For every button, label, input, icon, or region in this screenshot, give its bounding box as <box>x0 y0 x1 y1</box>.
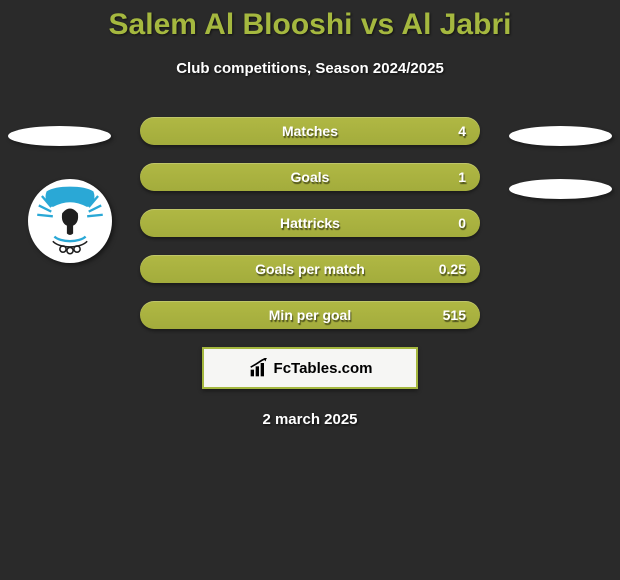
stat-value: 4 <box>458 123 466 139</box>
chart-icon <box>248 358 270 378</box>
player-oval-2 <box>509 179 612 199</box>
player-oval-1 <box>509 126 612 146</box>
brand-label: FcTables.com <box>274 360 373 377</box>
stats-table: Matches 4 Goals 1 Hattricks 0 Goals per match 0… <box>140 117 480 329</box>
stat-label: Hattricks <box>280 215 340 231</box>
club-badge-icon <box>31 182 109 260</box>
club-badge <box>28 179 112 263</box>
player-oval-0 <box>8 126 111 146</box>
stat-row: Goals per match 0.25 <box>140 255 480 283</box>
brand-box[interactable]: FcTables.com <box>202 347 418 389</box>
season-subtitle: Club competitions, Season 2024/2025 <box>0 60 620 77</box>
stat-label: Goals per match <box>255 261 365 277</box>
stat-label: Goals <box>291 169 330 185</box>
stat-label: Matches <box>282 123 338 139</box>
stat-value: 1 <box>458 169 466 185</box>
page-title: Salem Al Blooshi vs Al Jabri <box>0 0 620 42</box>
stat-row: Min per goal 515 <box>140 301 480 329</box>
stat-value: 0 <box>458 215 466 231</box>
stat-row: Matches 4 <box>140 117 480 145</box>
date-label: 2 march 2025 <box>0 411 620 428</box>
stat-label: Min per goal <box>269 307 351 323</box>
stat-row: Hattricks 0 <box>140 209 480 237</box>
stat-value: 0.25 <box>439 261 466 277</box>
stat-value: 515 <box>443 307 466 323</box>
stat-row: Goals 1 <box>140 163 480 191</box>
